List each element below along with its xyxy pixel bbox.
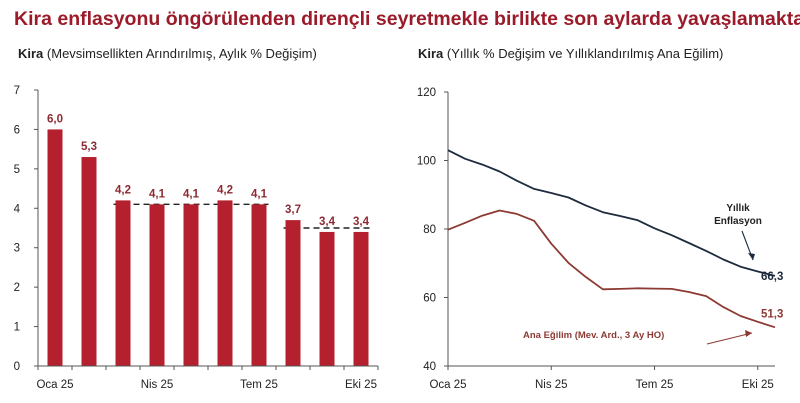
line-chart-title-bold: Kira — [418, 46, 444, 61]
bar-value-label: 3,7 — [285, 204, 301, 216]
bar — [115, 200, 131, 366]
bar-y-tick-label: 4 — [14, 203, 21, 215]
bar-x-tick-label: Tem 25 — [240, 379, 278, 391]
line-x-tick-label: Tem 25 — [636, 379, 674, 391]
line-y-tick-label: 120 — [417, 87, 436, 99]
bar-x-tick-label: Nis 25 — [141, 379, 174, 391]
series-label-yillik-line2: Enflasyon — [714, 216, 762, 227]
annotation-arrowhead-yillik — [748, 253, 755, 260]
series-label-ana-egilim: Ana Eğilim (Mev. Ard., 3 Ay HO) — [523, 330, 664, 341]
bar-y-tick-label: 6 — [14, 124, 20, 136]
bar — [217, 200, 233, 366]
line-x-tick-label: Nis 25 — [535, 379, 568, 391]
series-line-ana-egilim — [447, 209, 776, 329]
bar-chart-title: Kira (Mevsimsellikten Arındırılmış, Aylı… — [18, 46, 317, 61]
line-chart: Kira (Yıllık % Değişim ve Yıllıklandırıl… — [417, 46, 784, 391]
bar — [353, 231, 369, 366]
bar-y-tick-label: 1 — [14, 322, 20, 334]
bar — [285, 220, 301, 366]
annotation-arrow-ana-egilim — [706, 332, 753, 345]
line-chart-title-rest: (Yıllık % Değişim ve Yıllıklandırılmış A… — [443, 46, 723, 61]
bar-y-tick-label: 5 — [14, 164, 20, 176]
bar-value-label: 4,1 — [149, 188, 166, 200]
bar-chart-title-bold: Kira — [18, 46, 44, 61]
bar-value-label: 4,1 — [251, 188, 268, 200]
headline: Kira enflasyonu öngörülenden dirençli se… — [14, 8, 800, 30]
line-y-tick-label: 80 — [423, 224, 436, 236]
bar — [81, 157, 97, 366]
bar-value-label: 6,0 — [47, 113, 63, 125]
bar-value-label: 5,3 — [81, 141, 97, 153]
bar — [47, 129, 63, 366]
bar-value-label: 3,4 — [319, 216, 336, 228]
bar-y-tick-label: 7 — [14, 85, 20, 97]
line-x-tick-label: Eki 25 — [742, 379, 774, 391]
bar — [251, 204, 267, 366]
end-value-label-ana-egilim: 51,3 — [761, 308, 783, 320]
bar-y-tick-label: 0 — [14, 361, 20, 373]
line-y-tick-label: 40 — [423, 361, 436, 373]
bar-chart: Kira (Mevsimsellikten Arındırılmış, Aylı… — [14, 46, 379, 391]
bar — [183, 204, 199, 366]
bar-x-tick-label: Oca 25 — [36, 379, 73, 391]
line-x-tick-label: Oca 25 — [429, 379, 466, 391]
series-line-yillik-enflasyon — [447, 149, 776, 277]
series-label-yillik-line1: Yıllık — [726, 203, 750, 214]
end-value-label-yillik: 66,3 — [761, 271, 783, 283]
line-chart-title: Kira (Yıllık % Değişim ve Yıllıklandırıl… — [418, 46, 723, 61]
bar-chart-title-rest: (Mevsimsellikten Arındırılmış, Aylık % D… — [43, 46, 317, 61]
bar-value-label: 3,4 — [353, 216, 370, 228]
bar-x-tick-label: Eki 25 — [345, 379, 377, 391]
line-y-tick-label: 60 — [423, 293, 436, 305]
bar — [319, 231, 335, 366]
bar-value-label: 4,2 — [115, 184, 131, 196]
line-y-tick-label: 100 — [417, 156, 436, 168]
bar — [149, 204, 165, 366]
bar-value-label: 4,1 — [183, 188, 200, 200]
annotation-arrowhead-ana-egilim — [745, 330, 752, 337]
bar-y-tick-label: 3 — [14, 243, 20, 255]
bar-y-tick-label: 2 — [14, 282, 20, 294]
bar-value-label: 4,2 — [217, 184, 233, 196]
